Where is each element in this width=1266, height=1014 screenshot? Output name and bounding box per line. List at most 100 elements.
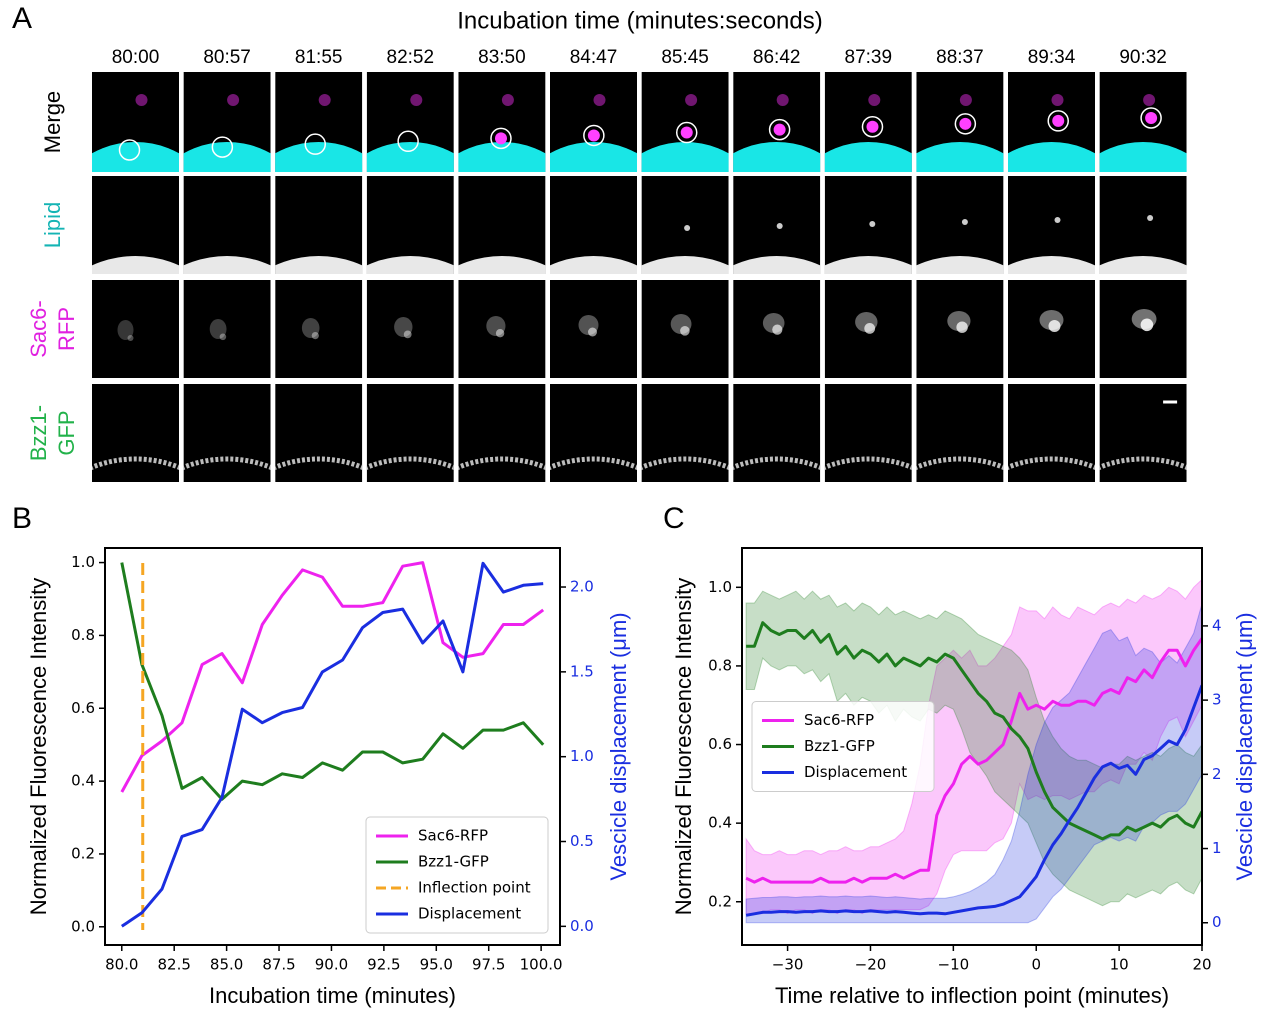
micrograph — [824, 72, 912, 172]
tracking-circle — [211, 136, 234, 158]
vesicle — [866, 120, 879, 133]
micrograph — [183, 176, 271, 274]
micrograph — [458, 72, 546, 172]
micrograph — [366, 280, 454, 378]
micrograph — [92, 280, 179, 378]
x-axis-label: Incubation time (minutes) — [209, 983, 456, 1008]
panel-letter: A — [12, 2, 32, 35]
confidence-band — [745, 603, 1202, 924]
y-tick-label: 0.6 — [708, 735, 732, 753]
lipid-signal — [183, 256, 271, 274]
y2-tick-label: 2 — [1212, 765, 1222, 783]
bzz1-signal — [733, 456, 821, 471]
row-label: Bzz1- — [26, 405, 51, 461]
micrograph-bg — [1099, 384, 1187, 482]
micrograph — [641, 384, 729, 482]
sac6-spot — [956, 321, 968, 333]
micrograph — [275, 384, 363, 482]
x-tick-label: 100.0 — [520, 956, 563, 974]
sac6-signal — [868, 94, 881, 106]
y-tick-label: 0.2 — [708, 892, 732, 910]
sac6-signal — [209, 319, 227, 339]
micrograph — [641, 176, 729, 274]
x-tick-label: −20 — [855, 956, 887, 974]
vesicle — [959, 117, 972, 130]
bzz1-signal — [641, 456, 729, 471]
sac6-signal — [227, 94, 240, 106]
y-tick-label: 0.8 — [71, 626, 95, 644]
time-label: 83:50 — [478, 47, 526, 68]
row-label: Lipid — [40, 202, 65, 248]
x-tick-label: −30 — [772, 956, 804, 974]
micrograph — [550, 176, 637, 274]
micrograph — [275, 176, 363, 274]
tracking-circle — [583, 124, 605, 147]
micrograph — [1099, 280, 1187, 378]
micrograph — [1008, 280, 1095, 378]
sac6-signal — [685, 94, 698, 106]
time-label: 80:57 — [203, 47, 251, 68]
y-tick-label: 0.6 — [71, 699, 95, 717]
micrograph-bg — [1008, 384, 1095, 482]
row-label: GFP — [54, 410, 79, 455]
time-label: 84:47 — [570, 47, 618, 68]
plot-frame — [741, 547, 1203, 946]
lipid-signal — [183, 142, 271, 172]
sac6-spot — [864, 323, 876, 334]
sac6-spot — [219, 333, 227, 341]
row-label: Sac6- — [26, 300, 51, 357]
micrograph — [92, 176, 179, 274]
tracking-circle — [304, 133, 326, 155]
x-axis-label: Time relative to inflection point (minut… — [775, 983, 1169, 1008]
x-tick-label: 87.5 — [262, 956, 295, 974]
micrograph — [366, 176, 454, 274]
sac6-signal — [593, 94, 606, 106]
plot-area — [120, 561, 545, 930]
micrograph — [458, 176, 546, 274]
micrograph — [183, 384, 271, 482]
lipid-bud — [684, 225, 691, 231]
x-tick-label: −10 — [938, 956, 970, 974]
micrograph — [824, 280, 912, 378]
micrograph — [1099, 72, 1187, 172]
lipid-signal — [275, 142, 363, 172]
micrograph — [550, 384, 637, 482]
sac6-spot — [403, 330, 412, 339]
x-tick-label: 80.0 — [105, 956, 138, 974]
micrograph-bg — [733, 384, 821, 482]
time-label: 86:42 — [753, 47, 801, 68]
bzz1-signal — [916, 456, 1004, 471]
micrograph — [641, 280, 729, 378]
lipid-signal — [550, 256, 637, 274]
bzz1-signal — [183, 456, 271, 471]
row-label: RFP — [54, 307, 79, 351]
micrograph-bg — [275, 280, 363, 378]
vesicle — [1145, 112, 1158, 124]
lipid-signal — [733, 256, 821, 274]
y-tick-label: 1.0 — [708, 578, 732, 596]
micrograph — [641, 72, 729, 172]
lipid-bud — [961, 219, 968, 225]
bzz1-signal — [550, 456, 637, 471]
sac6-spot — [1140, 318, 1154, 332]
y-axis-label: Normalized Fluorescence Intensity — [671, 578, 696, 915]
lipid-signal — [1099, 256, 1187, 274]
sac6-signal — [318, 94, 331, 106]
panel-title: Incubation time (minutes:seconds) — [457, 7, 823, 34]
y2-tick-label: 4 — [1212, 616, 1222, 634]
y-tick-label: 0.4 — [708, 814, 732, 832]
series-line — [745, 684, 1202, 917]
lipid-signal — [1008, 142, 1095, 172]
micrograph — [1008, 384, 1095, 482]
y-axis-label: Normalized Fluorescence Intensity — [26, 578, 51, 915]
time-label: 81:55 — [295, 47, 343, 68]
time-label: 90:32 — [1119, 47, 1167, 68]
micrograph — [916, 72, 1004, 172]
micrograph — [275, 72, 363, 172]
micrograph — [366, 384, 454, 482]
micrograph — [550, 72, 637, 172]
lipid-signal — [550, 142, 637, 172]
micrograph-bg — [916, 384, 1004, 482]
